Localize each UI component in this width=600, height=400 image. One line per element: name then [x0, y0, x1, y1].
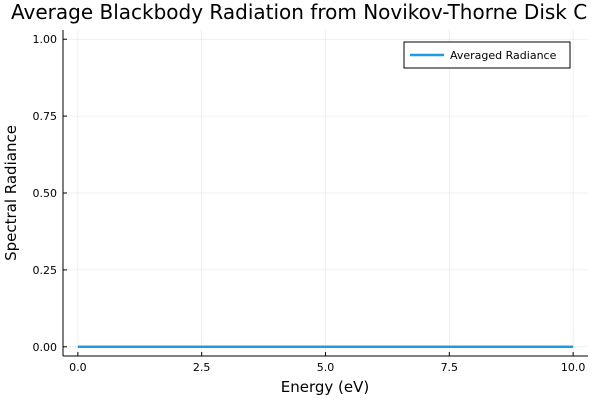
legend: Averaged Radiance — [403, 41, 571, 69]
y-tick-label: 0.75 — [33, 110, 58, 123]
legend-label: Averaged Radiance — [450, 49, 557, 62]
y-tick-label: 0.50 — [33, 187, 58, 200]
axes — [62, 30, 588, 357]
tick-labels: 0.0 2.5 5.0 7.5 10.0 0.00 0.25 0.50 0.75 1.00 — [33, 33, 586, 374]
y-tick-label: 1.00 — [33, 33, 58, 46]
x-tick-label: 10.0 — [561, 361, 586, 374]
grid — [63, 30, 588, 356]
x-tick-label: 5.0 — [317, 361, 335, 374]
x-tick-label: 7.5 — [441, 361, 459, 374]
x-tick-label: 0.0 — [69, 361, 87, 374]
chart-title: Average Blackbody Radiation from Novikov… — [11, 0, 587, 24]
y-axis-label: Spectral Radiance — [2, 125, 20, 261]
y-tick-label: 0.25 — [33, 264, 58, 277]
x-tick-label: 2.5 — [193, 361, 211, 374]
y-tick-label: 0.00 — [33, 341, 58, 354]
x-axis-label: Energy (eV) — [281, 378, 369, 396]
